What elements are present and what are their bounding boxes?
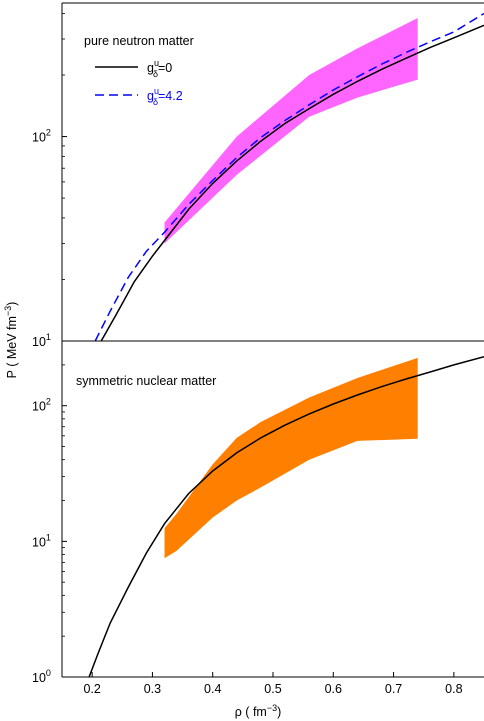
bottom-series-lines	[88, 355, 484, 677]
top-constraint-band-area	[164, 18, 418, 244]
top-series-line-1	[94, 12, 484, 341]
x-tick-label-2: 0.4	[204, 682, 221, 696]
snm-constraint-band	[164, 357, 418, 559]
top-panel: 102 101 pure neutron matter gu δ=0 gu δ=4.2	[32, 12, 484, 349]
x-axis-ticks: 0.2 0.3 0.4 0.5 0.6 0.7 0.8	[83, 672, 463, 696]
top-series-lines	[94, 12, 484, 341]
bottom-panel-annotation: symmetric nuclear matter	[76, 374, 216, 388]
bottom-y-ticks: 102 101 100	[32, 364, 67, 685]
x-tick-label-0: 0.2	[83, 682, 100, 696]
x-axis-label: ρ ( fm−3)	[235, 703, 282, 719]
bottom-panel: 102 101 100 0.2 0.3 0.4 0.5 0.6 0.7 0.8 symmetri…	[32, 355, 484, 696]
x-tick-label-1: 0.3	[144, 682, 161, 696]
pnm-constraint-band	[164, 18, 418, 244]
bottom-y-tick-label-2: 100	[32, 668, 51, 685]
bottom-constraint-band-area	[164, 357, 418, 559]
legend: gu δ=0 gu δ=4.2	[95, 58, 183, 107]
x-tick-label-3: 0.5	[264, 682, 281, 696]
top-y-tick-label-0: 102	[32, 128, 51, 145]
top-y-tick-label-1: 101	[32, 332, 51, 349]
bottom-y-tick-label-0: 102	[32, 397, 51, 414]
x-tick-label-6: 0.8	[445, 682, 462, 696]
y-axis-label: P ( MeV fm−3)	[3, 302, 19, 379]
legend-label-gdelta-4.2: gu δ=4.2	[147, 86, 183, 107]
legend-label-gdelta-0: gu δ=0	[147, 58, 172, 79]
top-series-line-0	[100, 24, 484, 341]
x-tick-label-5: 0.7	[385, 682, 402, 696]
top-panel-annotation: pure neutron matter	[84, 34, 194, 48]
bottom-y-tick-label-1: 101	[32, 532, 51, 549]
bottom-series-line-0	[88, 355, 484, 677]
x-tick-label-4: 0.6	[325, 682, 342, 696]
